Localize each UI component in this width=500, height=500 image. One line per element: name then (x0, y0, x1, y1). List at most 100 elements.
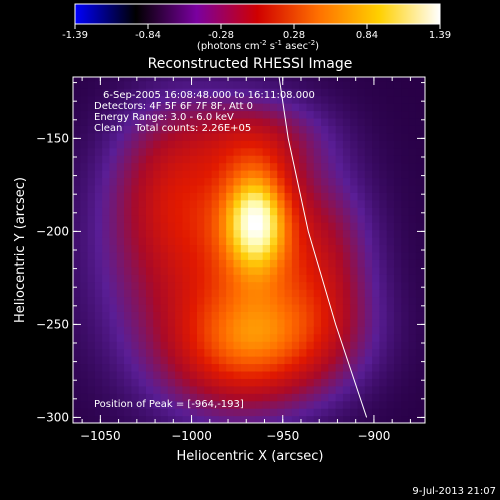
heatmap-cell (255, 229, 264, 238)
heatmap-cell (131, 207, 140, 216)
heatmap-cell (364, 214, 373, 223)
heatmap-cell (160, 184, 169, 193)
heatmap-cell (291, 415, 300, 423)
heatmap-cell (109, 393, 118, 402)
heatmap-cell (386, 370, 395, 379)
heatmap-cell (197, 110, 205, 119)
heatmap-cell (269, 140, 278, 149)
heatmap-cell (197, 333, 205, 342)
heatmap-cell (357, 229, 366, 238)
heatmap-cell (379, 117, 388, 126)
heatmap-cell (386, 363, 395, 372)
heatmap-cell (386, 140, 395, 149)
heatmap-cell (189, 281, 198, 290)
heatmap-cell (335, 117, 344, 126)
timestamp: 9-Jul-2013 21:07 (412, 486, 496, 497)
heatmap-cell (160, 103, 169, 112)
heatmap-cell (284, 385, 293, 394)
heatmap-cell (379, 214, 388, 223)
heatmap-cell (299, 199, 308, 208)
heatmap-cell (415, 147, 424, 156)
heatmap-cell (124, 214, 132, 223)
heatmap-cell (401, 103, 410, 112)
heatmap-cell (197, 132, 205, 141)
heatmap-cell (255, 77, 264, 82)
heatmap-cell (153, 103, 162, 112)
heatmap-cell (80, 356, 89, 365)
heatmap-cell (116, 244, 125, 253)
heatmap-cell (145, 378, 154, 387)
heatmap-cell (218, 236, 227, 246)
heatmap-cell (80, 132, 89, 141)
heatmap-cell (335, 370, 344, 379)
heatmap-cell (204, 184, 213, 193)
heatmap-cell (87, 125, 96, 134)
heatmap-cell (350, 289, 359, 298)
heatmap-cell (233, 296, 242, 305)
heatmap-cell (226, 162, 235, 171)
heatmap-cell (87, 385, 96, 394)
heatmap-cell (218, 348, 227, 357)
heatmap-cell (94, 88, 103, 97)
heatmap-cell (145, 184, 154, 193)
heatmap-cell (357, 236, 366, 246)
heatmap-cell (401, 303, 410, 312)
heatmap-cell (277, 207, 286, 216)
heatmap-cell (197, 184, 205, 193)
heatmap-cell (124, 244, 132, 253)
heatmap-cell (240, 370, 249, 379)
heatmap-cell (415, 110, 424, 119)
heatmap-cell (131, 222, 140, 231)
heatmap-cell (401, 385, 410, 394)
heatmap-cell (73, 140, 81, 149)
heatmap-cell (94, 244, 103, 253)
heatmap-cell (226, 77, 235, 82)
heatmap-cell (175, 207, 184, 216)
heatmap-cell (218, 88, 227, 97)
heatmap-cell (87, 363, 96, 372)
heatmap-cell (364, 303, 373, 312)
heatmap-cell (284, 341, 293, 350)
heatmap-cell (321, 400, 329, 409)
heatmap-cell (189, 311, 198, 320)
heatmap-cell (321, 408, 329, 417)
heatmap-cell (313, 177, 322, 186)
heatmap-cell (197, 199, 205, 208)
heatmap-cell (233, 80, 242, 89)
heatmap-cell (240, 318, 249, 327)
heatmap-cell (73, 303, 81, 312)
heatmap-cell (262, 132, 271, 141)
heatmap-cell (182, 289, 191, 298)
heatmap-cell (401, 184, 410, 193)
heatmap-cell (415, 408, 424, 417)
y-tick-label: −250 (36, 317, 69, 331)
heatmap-cell (342, 214, 351, 223)
heatmap-cell (233, 385, 242, 394)
heatmap-cell (277, 289, 286, 298)
heatmap-cell (160, 400, 169, 409)
heatmap-cell (167, 415, 176, 423)
heatmap-cell (335, 378, 344, 387)
heatmap-cell (313, 77, 322, 82)
heatmap-cell (386, 199, 395, 208)
heatmap-cell (182, 333, 191, 342)
heatmap-cell (233, 207, 242, 216)
heatmap-cell (116, 400, 125, 409)
heatmap-cell (124, 177, 132, 186)
heatmap-cell (116, 333, 125, 342)
heatmap-cell (218, 363, 227, 372)
heatmap-cell (423, 363, 425, 372)
heatmap-cell (423, 132, 425, 141)
heatmap-cell (240, 207, 249, 216)
heatmap-cell (393, 296, 402, 305)
heatmap-cell (226, 192, 235, 201)
heatmap-cell (423, 259, 425, 268)
heatmap-cell (218, 117, 227, 126)
heatmap-cell (153, 415, 162, 423)
heatmap-cell (167, 236, 176, 246)
heatmap-cell (372, 289, 381, 298)
heatmap-cell (197, 281, 205, 290)
heatmap-cell (342, 378, 351, 387)
heatmap-cell (211, 356, 220, 365)
heatmap-cell (393, 222, 402, 231)
